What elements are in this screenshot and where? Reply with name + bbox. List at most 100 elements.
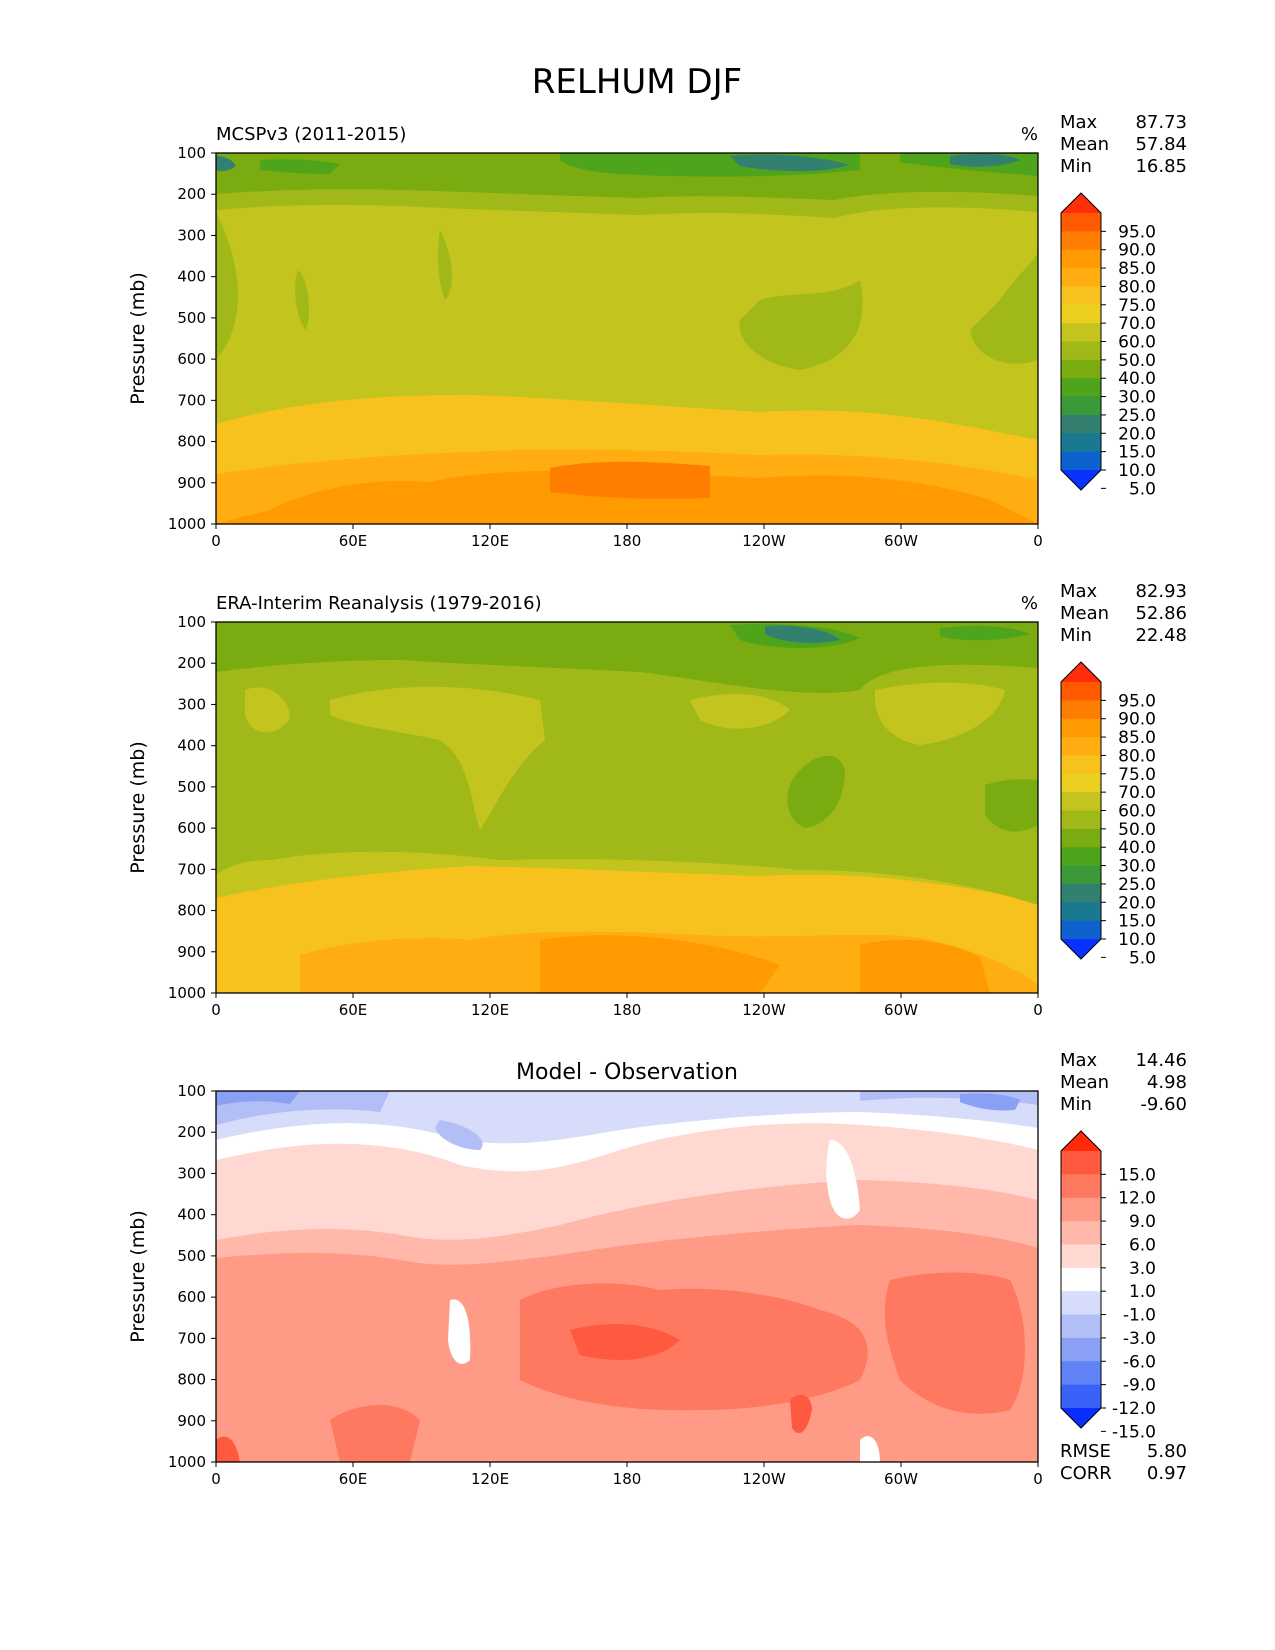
colorbar-segment	[1061, 213, 1101, 232]
colorbar-segment	[1061, 1267, 1101, 1292]
colorbar-label: 60.0	[1118, 802, 1156, 822]
x-tick-label: 0	[211, 532, 221, 550]
colorbar-label: 50.0	[1118, 820, 1156, 840]
y-tick-label: 1000	[168, 984, 206, 1002]
colorbar-label: 25.0	[1118, 875, 1156, 895]
y-tick-label: 800	[177, 433, 206, 451]
colorbar-label: 20.0	[1118, 424, 1156, 444]
y-axis-label: Pressure (mb)	[127, 741, 149, 874]
contour-region-4	[550, 461, 710, 499]
colorbar-segment	[1061, 902, 1101, 922]
colorbar-label: 80.0	[1118, 277, 1156, 297]
colorbar-segment	[1061, 451, 1101, 471]
colorbar-label: -1.0	[1123, 1306, 1156, 1326]
contour-region-10	[448, 1140, 880, 1462]
colorbar-label: 20.0	[1118, 893, 1156, 913]
y-tick-label: 800	[177, 902, 206, 920]
colorbar-label: 40.0	[1118, 838, 1156, 858]
colorbar: 95.090.085.080.075.070.060.050.040.030.0…	[1060, 192, 1156, 499]
colorbar-label: -12.0	[1112, 1399, 1156, 1419]
colorbar-segment	[1061, 341, 1101, 361]
x-tick-label: 120W	[742, 1001, 786, 1019]
colorbar-label: 5.0	[1129, 479, 1156, 499]
contour-region-5	[245, 682, 1005, 830]
contour-region-9	[765, 625, 840, 643]
contour-region-7	[216, 212, 1038, 370]
colorbar-segment	[1061, 1384, 1101, 1409]
panel-1: 100 200 300 400 500 600 700 800 900 1000 0 60E 120E 1…	[127, 112, 1187, 550]
y-tick-label: 200	[177, 654, 206, 672]
y-tick-label: 400	[177, 268, 206, 286]
colorbar-label: 50.0	[1118, 351, 1156, 371]
contour-region-9	[216, 1091, 1020, 1111]
y-tick-label: 900	[177, 474, 206, 492]
x-tick-label: 180	[613, 532, 642, 550]
contour-region-7	[216, 1091, 1038, 1144]
colorbar-label: 30.0	[1118, 857, 1156, 877]
colorbar-segment	[1061, 396, 1101, 416]
stat-label: Mean	[1060, 603, 1109, 624]
stat-label: Max	[1060, 112, 1098, 133]
colorbar-label: 95.0	[1118, 691, 1156, 711]
colorbar-label: 25.0	[1118, 406, 1156, 426]
colorbar-segment	[1061, 700, 1101, 720]
colorbar-segment	[1061, 268, 1101, 287]
stat-label: Min	[1060, 625, 1092, 646]
colorbar-segment	[1061, 810, 1101, 830]
y-tick-label: 200	[177, 185, 206, 203]
colorbar-segment	[1061, 792, 1101, 811]
stat-value: 16.85	[1135, 156, 1187, 177]
colorbar-top-extension	[1061, 193, 1101, 213]
colorbar-label: 70.0	[1118, 314, 1156, 334]
contour-field	[216, 1091, 1038, 1462]
colorbar-segment	[1061, 682, 1101, 701]
x-tick-label: 0	[1033, 1001, 1043, 1019]
bottom-stat-label: RMSE	[1060, 1441, 1111, 1462]
colorbar-bottom-extension	[1061, 1408, 1101, 1428]
colorbar-label: 1.0	[1129, 1282, 1156, 1302]
stat-label: Mean	[1060, 134, 1109, 155]
y-tick-label: 1000	[168, 1453, 206, 1471]
units-label: %	[1021, 124, 1038, 145]
colorbar-segment	[1061, 920, 1101, 940]
colorbar-segment	[1061, 231, 1101, 251]
contour-field	[216, 153, 1038, 524]
colorbar-top-extension	[1061, 662, 1101, 682]
y-tick-label: 600	[177, 1288, 206, 1306]
colorbar-label: 15.0	[1118, 912, 1156, 932]
colorbar-label: 90.0	[1118, 241, 1156, 261]
bottom-stat-label: CORR	[1060, 1463, 1112, 1484]
colorbar-segment	[1061, 1244, 1101, 1269]
units-label: %	[1021, 593, 1038, 614]
colorbar-segment	[1061, 1174, 1101, 1199]
stat-label: Min	[1060, 156, 1092, 177]
y-tick-label: 100	[177, 613, 206, 631]
colorbar-segment	[1061, 883, 1101, 903]
colorbar-label: 30.0	[1118, 388, 1156, 408]
colorbar-label: 9.0	[1129, 1212, 1156, 1232]
colorbar-segment	[1061, 304, 1101, 324]
stat-value: 57.84	[1135, 134, 1187, 155]
x-tick-label: 120E	[471, 1001, 509, 1019]
y-tick-label: 600	[177, 350, 206, 368]
y-tick-label: 800	[177, 1371, 206, 1389]
colorbar-segment	[1061, 847, 1101, 867]
y-tick-label: 700	[177, 391, 206, 409]
panel-title: MCSPv3 (2011-2015)	[216, 124, 406, 145]
colorbar-segment	[1061, 359, 1101, 379]
y-axis-label: Pressure (mb)	[127, 1210, 149, 1343]
x-tick-label: 0	[211, 1470, 221, 1488]
y-tick-label: 200	[177, 1123, 206, 1141]
stat-value: 52.86	[1135, 603, 1187, 624]
colorbar-bottom-extension	[1061, 470, 1101, 490]
colorbar-segment	[1061, 1221, 1101, 1245]
bottom-stat-value: 5.80	[1147, 1441, 1187, 1462]
colorbar-segment	[1061, 773, 1101, 793]
x-tick-label: 120E	[471, 1470, 509, 1488]
colorbar-segment	[1061, 414, 1101, 434]
colorbar: 15.0 12.0 9.0 6.0 3.0 1.0 -1.0 -3.0 -6.0 -9.0 -12.…	[1060, 1130, 1156, 1442]
colorbar-segment	[1061, 378, 1101, 398]
stat-value: 4.98	[1147, 1072, 1187, 1093]
figure-title: RELHUM DJF	[532, 62, 742, 102]
